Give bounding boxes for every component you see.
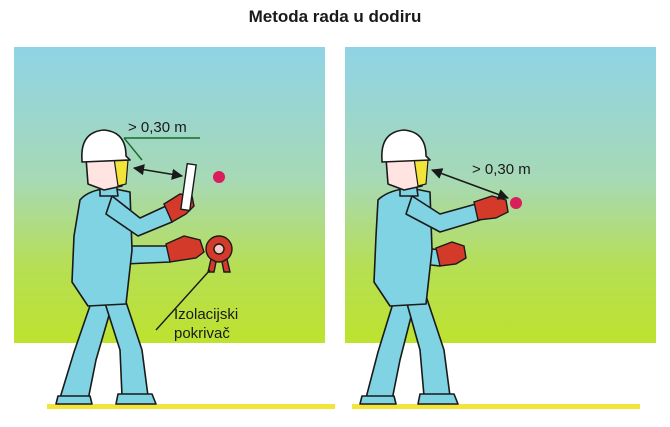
left-ground-line [47, 404, 335, 409]
left-panel-background [14, 47, 325, 343]
right-distance-label: > 0,30 m [472, 161, 531, 178]
left-distance-arrow [132, 164, 184, 180]
cover-label-line1: Izolacijski [174, 306, 238, 323]
insulating-cover [205, 235, 233, 273]
right-worker-lower-glove [435, 241, 467, 267]
left-energized-conductor [213, 171, 225, 183]
cover-leader-line [155, 269, 211, 331]
cover-label-line2: pokrivač [174, 325, 230, 342]
right-worker [359, 129, 481, 405]
right-energized-conductor [510, 197, 522, 209]
right-worker-helmet [381, 129, 431, 163]
right-worker-front-shoe [417, 393, 459, 405]
left-worker-helmet [81, 129, 131, 163]
left-worker-back-shoe [55, 395, 93, 405]
left-worker-lower-glove [165, 235, 205, 263]
figure-title: Metoda rada u dodiru [249, 7, 422, 26]
right-ground-line [352, 404, 640, 409]
right-worker-back-shoe [359, 395, 397, 405]
left-worker-front-shoe [115, 393, 157, 405]
left-distance-label: > 0,30 m [128, 119, 187, 136]
left-panel: > 0,30 m Izolacijski pokrivač [14, 47, 335, 409]
right-distance-arrow [430, 168, 510, 200]
right-panel: > 0,30 m [345, 47, 656, 409]
left-distance-leader [123, 137, 143, 161]
left-hot-stick [180, 162, 197, 212]
